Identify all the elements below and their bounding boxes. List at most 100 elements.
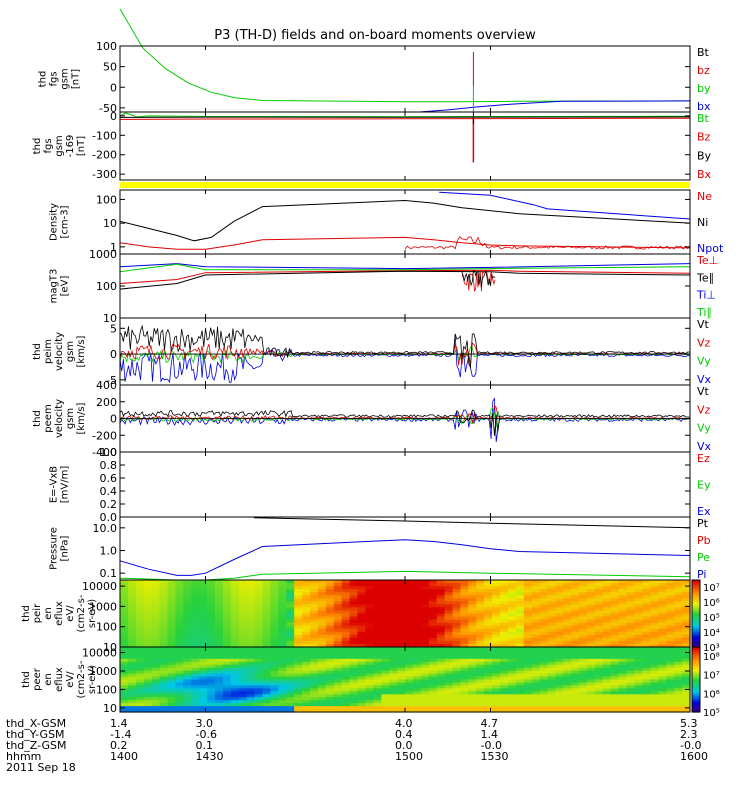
heatmap-cell xyxy=(143,634,153,639)
heatmap-cell xyxy=(563,658,572,663)
heatmap-cell xyxy=(120,616,129,621)
heatmap-cell xyxy=(127,667,137,672)
heatmap-cell xyxy=(389,706,398,710)
heatmap-cell xyxy=(405,647,414,651)
heatmap-cell xyxy=(270,637,279,642)
heatmap-cell xyxy=(254,694,264,698)
heatmap-cell xyxy=(626,583,636,587)
heatmap-cell xyxy=(175,655,184,660)
heatmap-cell xyxy=(357,647,366,651)
heatmap-cell xyxy=(420,634,430,639)
heatmap-cell xyxy=(610,625,620,630)
heatmap-cell xyxy=(468,694,477,698)
heatmap-cell xyxy=(452,661,461,666)
heatmap-cell xyxy=(341,595,351,599)
heatmap-cell xyxy=(595,613,604,618)
heatmap-cell xyxy=(317,647,327,651)
heatmap-cell xyxy=(127,628,137,633)
heatmap-cell xyxy=(215,667,224,672)
heatmap-cell xyxy=(357,691,366,695)
heatmap-cell xyxy=(579,625,588,630)
heatmap-cell xyxy=(468,637,477,642)
heatmap-cell xyxy=(159,640,169,645)
legend-entry: Vt xyxy=(697,318,710,331)
heatmap-cell xyxy=(523,685,533,689)
heatmap-cell xyxy=(412,691,422,695)
heatmap-cell xyxy=(397,607,406,611)
heatmap-cell xyxy=(412,601,422,605)
heatmap-cell xyxy=(262,640,271,645)
heatmap-cell xyxy=(333,592,343,596)
heatmap-cell xyxy=(571,676,580,681)
x-axis-row-label: thd_Z-GSM xyxy=(6,739,67,752)
heatmap-cell xyxy=(507,691,517,695)
heatmap-cell xyxy=(230,706,240,710)
heatmap-cell xyxy=(618,709,628,713)
colorbar-segment xyxy=(692,679,700,682)
heatmap-cell xyxy=(270,673,279,678)
heatmap-cell xyxy=(143,640,153,645)
heatmap-cell xyxy=(183,625,192,630)
heatmap-cell xyxy=(373,637,382,642)
heatmap-cell xyxy=(452,604,461,608)
heatmap-cell xyxy=(215,616,224,621)
heatmap-cell xyxy=(191,613,200,618)
heatmap-cell xyxy=(682,652,691,657)
heatmap-cell xyxy=(183,655,192,660)
heatmap-cell xyxy=(373,634,382,639)
heatmap-cell xyxy=(397,583,406,587)
heatmap-cell xyxy=(444,706,454,710)
heatmap-cell xyxy=(468,589,477,593)
heatmap-cell xyxy=(650,625,659,630)
heatmap-cell xyxy=(436,607,446,611)
heatmap-cell xyxy=(420,598,430,602)
legend-entry: Te⊥ xyxy=(696,254,718,267)
heatmap-cell xyxy=(555,658,564,663)
heatmap-cell xyxy=(507,700,517,704)
heatmap-cell xyxy=(436,634,446,639)
heatmap-cell xyxy=(539,628,549,633)
heatmap-cell xyxy=(151,682,161,687)
heatmap-cell xyxy=(444,592,454,596)
heatmap-cell xyxy=(246,655,256,660)
heatmap-cell xyxy=(420,583,430,587)
heatmap-cell xyxy=(492,650,501,654)
heatmap-cell xyxy=(674,658,683,663)
heatmap-cell xyxy=(658,652,667,657)
legend-entry: Ex xyxy=(697,505,711,518)
heatmap-cell xyxy=(389,619,398,624)
heatmap-cell xyxy=(555,583,564,587)
heatmap-cell xyxy=(341,592,351,596)
heatmap-cell xyxy=(476,700,485,704)
heatmap-cell xyxy=(135,694,145,698)
heatmap-cell xyxy=(468,685,477,689)
heatmap-cell xyxy=(135,676,145,681)
heatmap-cell xyxy=(579,592,588,596)
heatmap-cell xyxy=(428,631,438,636)
heatmap-cell xyxy=(238,628,248,633)
heatmap-cell xyxy=(349,682,359,687)
heatmap-cell xyxy=(484,628,493,633)
heatmap-cell xyxy=(618,595,628,599)
heatmap-cell xyxy=(159,697,169,701)
heatmap-cell xyxy=(365,706,374,710)
heatmap-cell xyxy=(412,610,422,615)
heatmap-cell xyxy=(159,647,169,651)
heatmap-cell xyxy=(135,598,145,602)
heatmap-cell xyxy=(270,616,279,621)
heatmap-cell xyxy=(349,601,359,605)
heatmap-cell xyxy=(642,670,651,675)
heatmap-cell xyxy=(294,616,303,621)
heatmap-cell xyxy=(389,610,398,615)
heatmap-cell xyxy=(143,679,153,684)
heatmap-cell xyxy=(207,670,216,675)
legend-entry: Pi xyxy=(697,568,706,581)
heatmap-cell xyxy=(531,658,541,663)
heatmap-cell xyxy=(523,655,533,660)
heatmap-cell xyxy=(238,706,248,710)
heatmap-cell xyxy=(246,700,256,704)
heatmap-cell xyxy=(230,628,240,633)
heatmap-cell xyxy=(523,706,533,710)
heatmap-cell xyxy=(436,601,446,605)
heatmap-cell xyxy=(254,647,264,651)
